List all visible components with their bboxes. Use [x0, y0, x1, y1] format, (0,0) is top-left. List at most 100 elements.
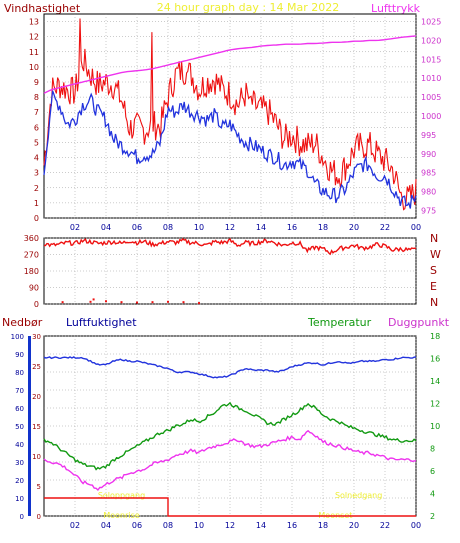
pressure-tick: 1015 [421, 55, 441, 64]
luftfuktighet-line [43, 356, 417, 379]
temperature-tick: 18 [430, 332, 440, 341]
climate-x-tick: 14 [256, 521, 266, 530]
wind-speed-tick: 6 [34, 123, 39, 132]
humidity-axis-bar [28, 336, 31, 516]
pressure-label: Lufttrykk [371, 2, 421, 15]
moonrise-label: Moonrise [103, 511, 139, 520]
duggpunkt-line [43, 429, 417, 492]
wind-x-tick: 14 [256, 223, 266, 232]
direction-dot [151, 301, 154, 304]
legend-luftfuktighet: Luftfuktighet [66, 316, 137, 329]
humidity-tick: 100 [11, 333, 24, 341]
climate-x-tick: 20 [349, 521, 359, 530]
wind-x-tick: 08 [163, 223, 173, 232]
sunset-label: Solnedgang [335, 491, 382, 500]
temperature-tick: 4 [430, 490, 435, 499]
wind-x-tick: 18 [318, 223, 328, 232]
pressure-tick: 985 [421, 169, 436, 178]
wind-speed-tick: 9 [34, 78, 39, 87]
wind-speed-tick: 5 [34, 138, 39, 147]
precipitation-tick: 30 [32, 333, 41, 341]
climate-x-tick: 16 [287, 521, 297, 530]
temperature-tick: 16 [430, 355, 440, 364]
pressure-tick: 1000 [421, 112, 441, 121]
compass-label: W [430, 248, 441, 261]
nedbør-line [44, 497, 416, 517]
direction-dot [61, 301, 64, 304]
precipitation-tick: 15 [32, 423, 41, 431]
temperatur-line [43, 401, 417, 471]
direction-tick: 90 [29, 284, 39, 293]
pressure-tick: 975 [421, 206, 436, 215]
wind-x-tick: 06 [132, 223, 142, 232]
compass-label: N [430, 296, 438, 309]
pressure-tick: 995 [421, 131, 436, 140]
wind-speed-tick: 3 [34, 169, 39, 178]
chart-title: 24 hour graph day : 14 Mar 2022 [157, 1, 340, 14]
temperature-tick: 8 [430, 445, 435, 454]
wind-x-tick: 00 [411, 223, 421, 232]
wind-x-tick: 22 [380, 223, 390, 232]
direction-tick: 180 [24, 267, 39, 276]
humidity-tick: 20 [15, 477, 24, 485]
wind-direction-line [43, 237, 417, 256]
climate-x-tick: 08 [163, 521, 173, 530]
legend-temperatur: Temperatur [307, 316, 372, 329]
humidity-tick: 10 [15, 495, 24, 503]
pressure-tick: 1020 [421, 36, 441, 45]
wind-speed-tick: 10 [29, 63, 39, 72]
pressure-line [43, 35, 417, 94]
compass-label: E [430, 280, 437, 293]
humidity-tick: 30 [15, 459, 24, 467]
precipitation-tick: 0 [37, 513, 41, 521]
temperature-tick: 2 [430, 512, 435, 521]
pressure-tick: 1005 [421, 93, 441, 102]
wind-speed-tick: 11 [29, 48, 39, 57]
humidity-tick: 60 [15, 405, 24, 413]
wind-gust-line [43, 18, 417, 211]
compass-label: S [430, 264, 437, 277]
direction-dot [136, 301, 138, 304]
temperature-tick: 12 [430, 400, 440, 409]
humidity-tick: 70 [15, 387, 24, 395]
precipitation-tick: 25 [32, 363, 41, 371]
direction-dot [120, 301, 123, 304]
direction-tick: 270 [24, 251, 39, 260]
climate-x-tick: 10 [194, 521, 204, 530]
pressure-tick: 1025 [421, 18, 441, 27]
wind-speed-tick: 13 [29, 18, 39, 27]
temperature-tick: 6 [430, 467, 435, 476]
wind-x-tick: 16 [287, 223, 297, 232]
direction-dot [182, 301, 185, 304]
climate-x-tick: 22 [380, 521, 390, 530]
precipitation-tick: 10 [32, 453, 41, 461]
legend-nedbor: Nedbør [2, 316, 43, 329]
direction-dot [92, 298, 95, 301]
humidity-tick: 80 [15, 369, 24, 377]
climate-x-tick: 02 [70, 521, 80, 530]
pressure-tick: 980 [421, 188, 436, 197]
wind-average-line [43, 90, 417, 209]
humidity-tick: 0 [20, 513, 24, 521]
wind-speed-label: Vindhastighet [4, 2, 81, 15]
direction-dot [105, 300, 107, 303]
direction-tick: 360 [24, 234, 39, 243]
wind-speed-tick: 8 [34, 93, 39, 102]
pressure-tick: 1010 [421, 74, 441, 83]
wind-speed-tick: 0 [34, 214, 39, 223]
precipitation-tick: 5 [37, 483, 41, 491]
wind-x-tick: 10 [194, 223, 204, 232]
compass-label: N [430, 232, 438, 245]
direction-dot [167, 300, 169, 303]
wind-x-tick: 02 [70, 223, 80, 232]
humidity-tick: 50 [15, 423, 24, 431]
wind-speed-tick: 1 [34, 199, 39, 208]
sunrise-label: Soloppgang [98, 491, 145, 500]
humidity-tick: 40 [15, 441, 24, 449]
temperature-tick: 10 [430, 422, 440, 431]
climate-x-tick: 04 [101, 521, 111, 530]
legend-duggpunkt: Duggpunkt [388, 316, 450, 329]
wind-x-tick: 12 [225, 223, 235, 232]
pressure-tick: 990 [421, 150, 436, 159]
